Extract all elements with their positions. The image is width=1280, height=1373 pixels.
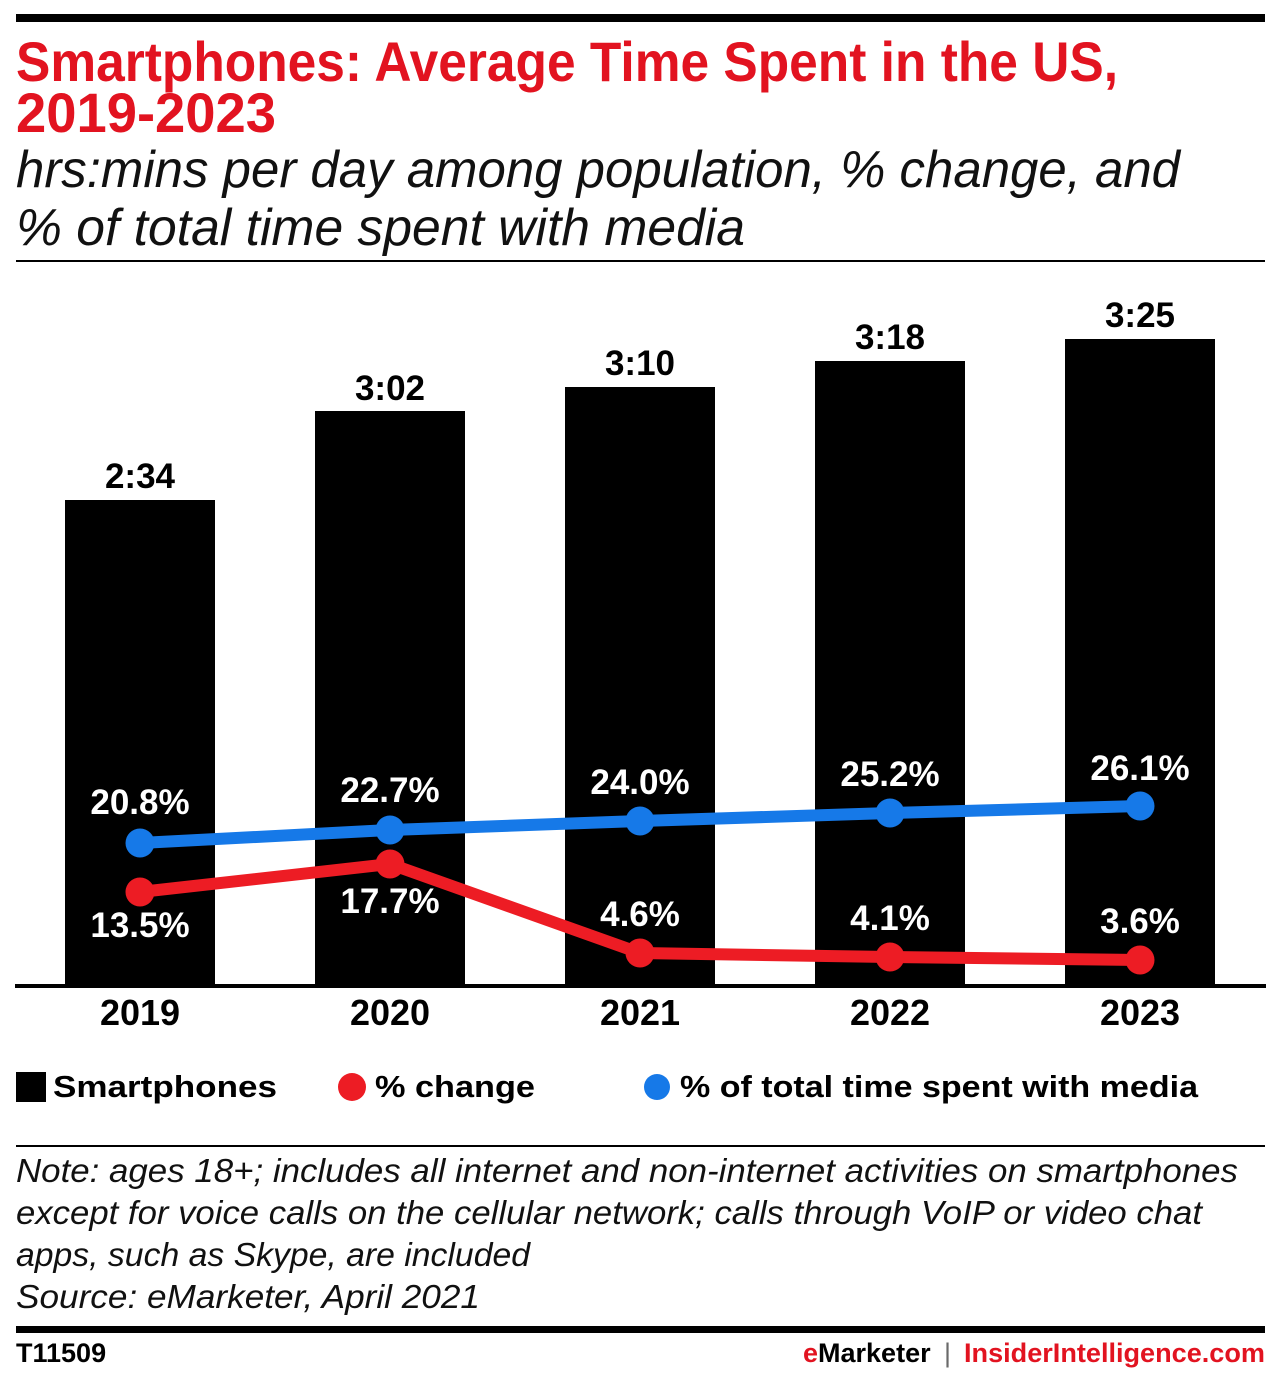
svg-text:25.2%: 25.2% — [840, 755, 939, 794]
svg-text:2022: 2022 — [850, 992, 930, 1033]
svg-text:2019: 2019 — [100, 992, 180, 1033]
svg-text:apps, such as Skype, are inclu: apps, such as Skype, are included — [16, 1236, 532, 1273]
svg-text:2020: 2020 — [350, 992, 430, 1033]
svg-text:20.8%: 20.8% — [90, 783, 189, 822]
svg-text:% of total time spent with med: % of total time spent with media — [16, 199, 745, 257]
svg-text:Smartphones: Average Time Spen: Smartphones: Average Time Spent in the U… — [16, 30, 1118, 93]
svg-text:2:34: 2:34 — [105, 457, 176, 496]
svg-text:17.7%: 17.7% — [340, 882, 439, 921]
svg-text:eMarketer: eMarketer — [803, 1338, 931, 1368]
svg-text:|: | — [944, 1338, 951, 1368]
svg-text:Source: eMarketer, April 2021: Source: eMarketer, April 2021 — [16, 1278, 480, 1315]
svg-text:3:02: 3:02 — [355, 369, 425, 408]
svg-text:except for voice calls on the: except for voice calls on the cellular n… — [16, 1194, 1204, 1231]
svg-text:hrs:mins per day among populat: hrs:mins per day among population, % cha… — [16, 141, 1182, 199]
svg-text:T11509: T11509 — [16, 1338, 106, 1368]
svg-text:% change: % change — [375, 1069, 535, 1104]
svg-text:2019-2023: 2019-2023 — [16, 81, 276, 144]
svg-text:Note: ages 18+; includes all i: Note: ages 18+; includes all internet an… — [16, 1152, 1238, 1189]
svg-text:3:25: 3:25 — [1105, 296, 1175, 335]
svg-text:3.6%: 3.6% — [1100, 902, 1180, 941]
svg-text:13.5%: 13.5% — [90, 906, 189, 945]
svg-text:2021: 2021 — [600, 992, 680, 1033]
svg-text:InsiderIntelligence.com: InsiderIntelligence.com — [964, 1338, 1265, 1368]
svg-text:22.7%: 22.7% — [340, 771, 439, 810]
svg-text:26.1%: 26.1% — [1090, 749, 1189, 788]
svg-text:4.6%: 4.6% — [600, 895, 680, 934]
svg-text:4.1%: 4.1% — [850, 899, 930, 938]
svg-text:% of total time spent with med: % of total time spent with media — [680, 1069, 1199, 1104]
svg-text:Smartphones: Smartphones — [53, 1069, 277, 1104]
svg-text:3:18: 3:18 — [855, 318, 925, 357]
svg-text:2023: 2023 — [1100, 992, 1180, 1033]
svg-text:24.0%: 24.0% — [590, 763, 689, 802]
svg-text:3:10: 3:10 — [605, 344, 675, 383]
